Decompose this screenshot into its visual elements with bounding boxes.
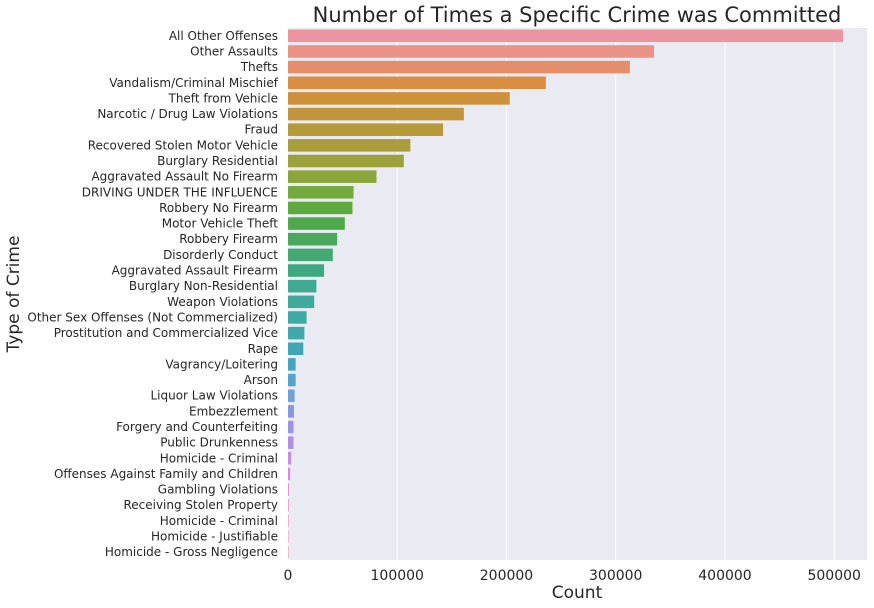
x-tick-label: 100000 xyxy=(371,568,424,584)
bar xyxy=(288,405,295,418)
category-label: Homicide - Criminal xyxy=(160,514,278,528)
bar xyxy=(288,389,295,402)
bar xyxy=(288,358,296,371)
category-label: Homicide - Gross Negligence xyxy=(105,545,278,559)
category-label: Arson xyxy=(244,373,278,387)
bar xyxy=(288,29,843,43)
category-label: Other Sex Offenses (Not Commercialized) xyxy=(27,310,278,324)
category-label: Thefts xyxy=(240,60,278,74)
bar xyxy=(288,436,294,449)
bar xyxy=(288,232,338,246)
x-tick-label: 400000 xyxy=(698,568,751,584)
category-label: Theft from Vehicle xyxy=(167,91,278,105)
category-label: Disorderly Conduct xyxy=(163,248,278,262)
category-label: Public Drunkenness xyxy=(160,436,278,450)
bar xyxy=(288,342,304,356)
category-label: Embezzlement xyxy=(189,404,278,418)
x-tick-label: 0 xyxy=(284,568,293,584)
category-label: Gambling Violations xyxy=(158,483,278,497)
bar xyxy=(288,248,333,262)
category-label: Offenses Against Family and Children xyxy=(54,467,278,481)
bar xyxy=(288,545,289,559)
category-label: Liquor Law Violations xyxy=(150,389,278,403)
x-tick-label: 200000 xyxy=(480,568,533,584)
bar xyxy=(288,279,317,293)
bar xyxy=(288,76,546,90)
bar xyxy=(288,123,444,136)
bar xyxy=(288,311,307,324)
x-tick-labels: 0 100000 200000 300000 400000 500000 xyxy=(284,568,861,584)
bar xyxy=(288,217,345,230)
category-label: Narcotic / Drug Law Violations xyxy=(97,107,278,121)
bar xyxy=(288,45,654,58)
x-tick-label: 500000 xyxy=(807,568,860,584)
category-label: Prostitution and Commercialized Vice xyxy=(54,326,278,340)
category-label: Robbery No Firearm xyxy=(159,201,278,215)
category-label: Aggravated Assault Firearm xyxy=(112,264,278,278)
bar xyxy=(288,373,296,387)
bar xyxy=(288,420,294,434)
bar xyxy=(288,107,464,121)
category-label: Homicide - Criminal xyxy=(160,451,278,465)
bar xyxy=(288,186,354,199)
bar xyxy=(288,452,292,465)
bar xyxy=(288,514,289,528)
bar xyxy=(288,60,630,74)
category-label: Recovered Stolen Motor Vehicle xyxy=(88,138,278,152)
category-label: Rape xyxy=(248,342,278,356)
bars xyxy=(288,29,843,559)
bar xyxy=(288,498,289,512)
category-label: Burglary Non-Residential xyxy=(129,279,278,293)
x-axis-title: Count xyxy=(552,583,603,603)
bar xyxy=(288,264,325,277)
x-tick-label: 300000 xyxy=(589,568,642,584)
category-label: Homicide - Justifiable xyxy=(151,530,278,544)
category-label: All Other Offenses xyxy=(169,29,278,43)
bar xyxy=(288,295,315,309)
bar xyxy=(288,154,404,168)
category-label: Robbery Firearm xyxy=(179,232,278,246)
bar xyxy=(288,530,289,543)
bar xyxy=(288,139,411,152)
bar xyxy=(288,326,305,340)
category-label: Other Assaults xyxy=(190,44,278,58)
category-label: DRIVING UNDER THE INFLUENCE xyxy=(82,185,278,199)
category-label: Vagrancy/Loitering xyxy=(165,357,278,371)
bar xyxy=(288,201,353,215)
bar xyxy=(288,92,510,105)
category-label: Aggravated Assault No Firearm xyxy=(91,170,278,184)
category-label: Fraud xyxy=(244,123,278,137)
category-label: Weapon Violations xyxy=(167,295,278,309)
bar xyxy=(288,483,289,496)
bar xyxy=(288,467,291,481)
category-label: Vandalism/Criminal Mischief xyxy=(109,76,278,90)
category-label: Motor Vehicle Theft xyxy=(162,217,279,231)
category-label: Forgery and Counterfeiting xyxy=(116,420,278,434)
category-label: Burglary Residential xyxy=(157,154,278,168)
category-label: Receiving Stolen Property xyxy=(123,498,278,512)
bar xyxy=(288,170,377,183)
chart-title: Number of Times a Specific Crime was Com… xyxy=(313,3,842,27)
y-axis-title: Type of Crime xyxy=(4,236,24,354)
